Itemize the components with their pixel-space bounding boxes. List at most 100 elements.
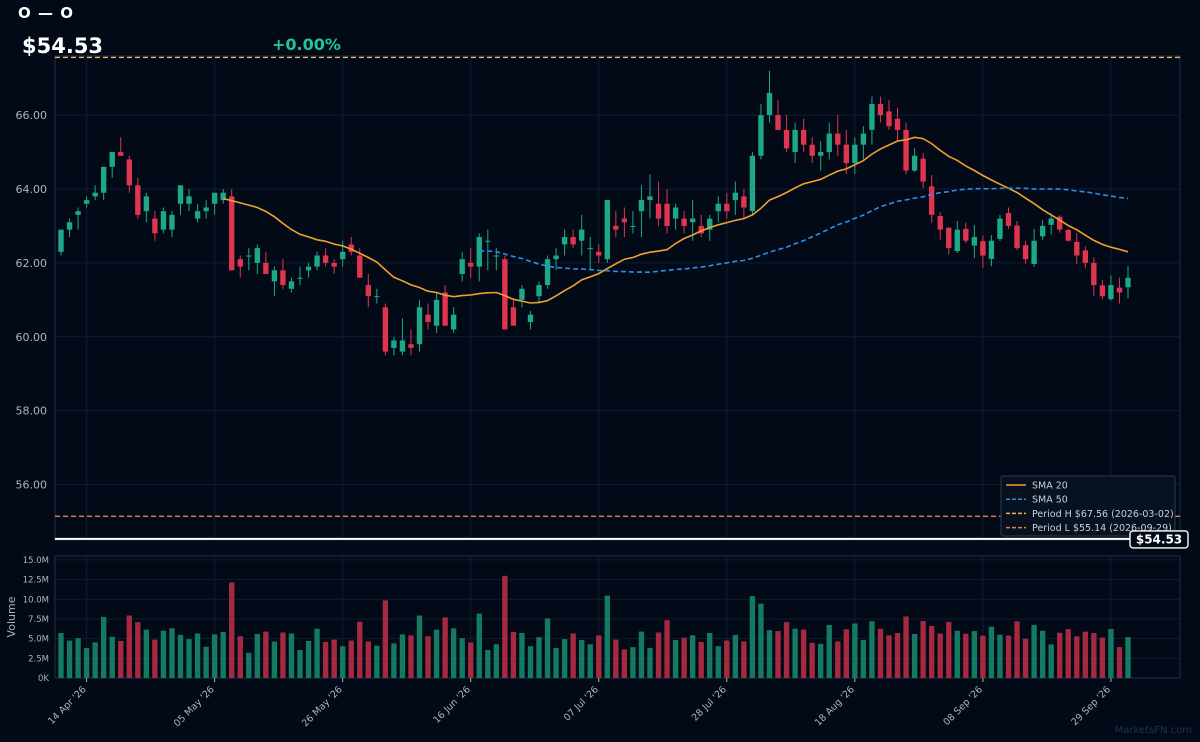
x-tick-label: 14 Apr '26 [46, 684, 89, 727]
candle-body [638, 200, 645, 212]
volume-bar [766, 630, 773, 678]
volume-bar [459, 638, 465, 678]
volume-bar [476, 613, 482, 678]
volume-bar [502, 575, 508, 678]
y-tick-label: 62.00 [16, 257, 48, 270]
volume-bar [143, 629, 150, 678]
candle-body [450, 314, 457, 330]
volume-bar [561, 639, 568, 678]
volume-bar [937, 633, 943, 678]
candle-body [357, 255, 363, 278]
volume-bar [374, 645, 380, 678]
volume-bar [1074, 636, 1080, 678]
volume-bar [749, 596, 756, 678]
main-panel-frame [54, 55, 1181, 541]
sma-20-line [223, 136, 1129, 304]
last-price-box [1129, 530, 1189, 549]
candle-body [468, 262, 474, 267]
volume-y-tick-label: 5.0M [28, 635, 49, 645]
last-price-label: $54.53 [1129, 530, 1189, 549]
main-grid [55, 56, 1180, 540]
volume-bar [1014, 621, 1020, 678]
candle-body [894, 118, 901, 130]
candle-body [1091, 262, 1097, 286]
volume-bar [519, 632, 525, 678]
volume-bar [553, 648, 559, 678]
volume-y-tick-label: 10.0M [23, 595, 49, 605]
volume-bar [536, 637, 542, 678]
volume-bar [886, 635, 892, 678]
candle-body [886, 111, 892, 127]
volume-bar [1108, 628, 1114, 678]
candle-body [911, 155, 918, 171]
volume-bar [109, 636, 115, 678]
volume-bar [724, 640, 730, 678]
candle-body [835, 133, 841, 145]
candle-body [408, 344, 414, 348]
candle-body [655, 203, 662, 219]
volume-bar [493, 644, 500, 678]
candle-body [502, 259, 508, 330]
candle-body [135, 185, 141, 215]
candle-body [937, 215, 943, 230]
candle-body [809, 144, 815, 156]
price-change: +0.00% [272, 35, 341, 54]
volume-bar [758, 603, 764, 678]
volume-bar [946, 621, 952, 678]
volume-y-axis-ticks: 0K 2.5M 5.0M 7.5M 10.0M 12.5M 15.0M [23, 556, 50, 684]
candles [58, 70, 1131, 356]
volume-bar [800, 629, 807, 678]
volume-bar [638, 631, 645, 678]
volume-bar [510, 632, 517, 678]
candle-body [160, 211, 167, 230]
volume-bar [391, 643, 397, 678]
candle-body [485, 240, 491, 242]
candle-body [340, 251, 346, 260]
candle-body [621, 218, 628, 223]
volume-bar [681, 637, 687, 678]
volume-bar [809, 642, 815, 678]
volume-bar [408, 635, 414, 678]
volume-bar [83, 648, 90, 678]
candle-body [519, 288, 525, 300]
volume-bar [783, 622, 790, 678]
volume-bar [775, 631, 781, 678]
candle-body [194, 211, 201, 219]
legend-entry: SMA 20 [1032, 481, 1068, 492]
volume-bar [58, 632, 64, 678]
candle-body [220, 192, 226, 201]
volume-bar [126, 615, 132, 678]
candle-body [852, 144, 858, 164]
volume-bar [442, 617, 448, 678]
y-tick-label: 66.00 [16, 109, 48, 122]
candle-body [570, 237, 576, 245]
candle-body [681, 218, 687, 226]
candle-body [860, 133, 867, 145]
candle-body [297, 277, 303, 279]
candle-body [1057, 216, 1063, 230]
candle-body [732, 192, 739, 201]
volume-bar [1057, 632, 1063, 678]
volume-bar [66, 640, 73, 678]
volume-bar [425, 636, 431, 678]
candle-body [869, 104, 875, 130]
volume-y-tick-label: 12.5M [23, 576, 49, 586]
candle-body [800, 129, 807, 145]
volume-bar [357, 621, 363, 678]
candle-body [988, 240, 995, 259]
candle-body [186, 196, 192, 204]
volume-bar [288, 633, 295, 678]
candle-body [792, 129, 798, 153]
volume-bar [963, 633, 969, 678]
volume-bar [468, 642, 474, 678]
candle-body [365, 285, 371, 297]
candle-body [1022, 245, 1029, 260]
volume-bars [58, 575, 1131, 678]
volume-bar [570, 633, 576, 678]
volume-bar [314, 628, 320, 678]
volume-bar [340, 646, 346, 678]
candle-body [664, 203, 670, 226]
x-tick-label: 16 Jun '26 [431, 684, 472, 725]
volume-bar [194, 633, 201, 678]
